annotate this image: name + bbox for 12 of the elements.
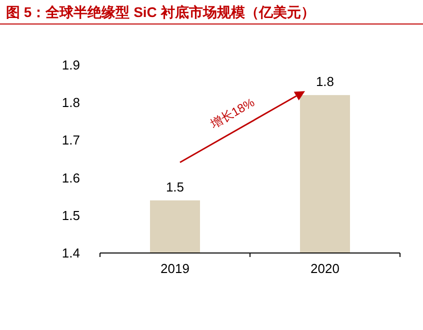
annotation: 增长18% (207, 95, 258, 132)
x-tick-label: 2019 (160, 261, 190, 276)
y-tick-label: 1.7 (62, 132, 80, 148)
y-tick-label: 1.5 (62, 208, 80, 223)
data-label: 1.8 (316, 74, 334, 90)
y-tick-label: 1.6 (62, 170, 80, 186)
data-label: 1.5 (166, 179, 184, 194)
y-tick-label: 1.8 (62, 95, 80, 110)
title: 图 5：全球半绝缘型 SiC 衬底市场规模（亿美元） (6, 4, 315, 20)
y-tick-label: 1.4 (62, 246, 80, 260)
y-tick-label: 1.9 (62, 58, 80, 72)
x-tick-label: 2020 (310, 261, 340, 276)
